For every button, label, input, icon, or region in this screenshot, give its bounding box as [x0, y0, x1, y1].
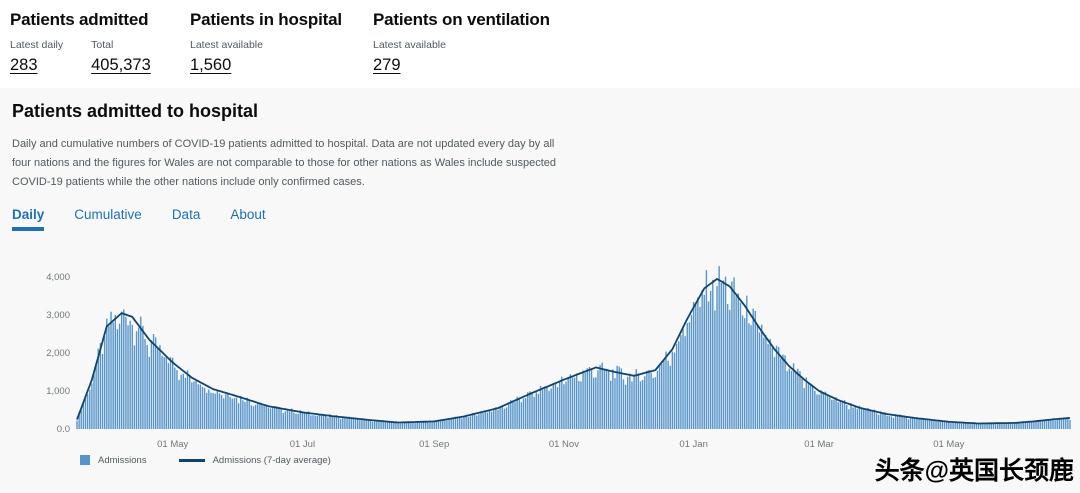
- stat-card-patients-in-hospital: Patients in hospital Latest available 1,…: [190, 10, 373, 88]
- metric-latest-available: Latest available 279: [373, 39, 446, 75]
- metric-value-link[interactable]: 279: [373, 56, 401, 74]
- svg-text:01 Mar: 01 Mar: [804, 439, 834, 450]
- stat-card-patients-admitted: Patients admitted Latest daily 283 Total…: [10, 10, 190, 88]
- svg-text:2,000: 2,000: [46, 348, 70, 359]
- admissions-panel: Patients admitted to hospital Daily and …: [0, 88, 1080, 493]
- svg-text:01 Sep: 01 Sep: [419, 439, 449, 450]
- svg-text:0.0: 0.0: [57, 424, 70, 435]
- metric-label: Total: [91, 39, 114, 51]
- watermark: 头条@英国长颈鹿: [874, 457, 1074, 485]
- metric-total: Total 405,373: [91, 39, 151, 75]
- tab-cumulative[interactable]: Cumulative: [74, 206, 142, 222]
- stat-card-title: Patients on ventilation: [373, 10, 550, 29]
- svg-text:3,000: 3,000: [46, 310, 70, 321]
- average-line-icon: [178, 458, 205, 462]
- svg-text:4,000: 4,000: [46, 272, 70, 283]
- stat-card-patients-on-ventilation: Patients on ventilation Latest available…: [373, 10, 550, 88]
- legend-average: Admissions (7-day average): [178, 454, 331, 466]
- svg-text:01 Jul: 01 Jul: [290, 439, 315, 450]
- tab-daily[interactable]: Daily: [12, 207, 45, 231]
- svg-text:01 May: 01 May: [157, 439, 188, 450]
- metric-label: Latest available: [190, 39, 263, 51]
- svg-text:01 Jan: 01 Jan: [679, 439, 708, 450]
- metric-value-link[interactable]: 405,373: [91, 56, 151, 74]
- legend-label: Admissions (7-day average): [212, 454, 331, 466]
- admissions-chart: 0.0 1,000 2,000 3,000 4,000 01 May 01 Jul 01 Se…: [12, 241, 1071, 466]
- svg-text:01 May: 01 May: [933, 439, 964, 450]
- admissions-swatch-icon: [80, 455, 90, 466]
- metric-value-link[interactable]: 283: [10, 56, 38, 74]
- metric-latest-available: Latest available 1,560: [190, 39, 263, 75]
- headline-stats: Patients admitted Latest daily 283 Total…: [0, 0, 1080, 88]
- metric-label: Latest available: [373, 39, 446, 51]
- page-title: Patients admitted to hospital: [12, 101, 259, 121]
- admissions-chart-svg[interactable]: 0.0 1,000 2,000 3,000 4,000 01 May 01 Jul 01 Se…: [12, 241, 1080, 453]
- legend-admissions: Admissions: [80, 455, 147, 466]
- tab-data[interactable]: Data: [171, 206, 201, 222]
- svg-text:01 Nov: 01 Nov: [549, 439, 579, 450]
- metric-latest-daily: Latest daily 283: [10, 39, 63, 75]
- chart-tabs: Daily Cumulative Data About: [12, 207, 1068, 231]
- svg-text:1,000: 1,000: [46, 386, 70, 397]
- section-description: Daily and cumulative numbers of COVID-19…: [12, 138, 556, 188]
- metric-label: Latest daily: [10, 39, 64, 51]
- legend-label: Admissions: [98, 454, 147, 466]
- stat-card-title: Patients in hospital: [190, 10, 342, 29]
- tab-about[interactable]: About: [230, 206, 266, 222]
- chart-legend: Admissions Admissions (7-day average): [80, 455, 1068, 466]
- stat-card-title: Patients admitted: [10, 10, 149, 29]
- metric-value-link[interactable]: 1,560: [190, 56, 232, 74]
